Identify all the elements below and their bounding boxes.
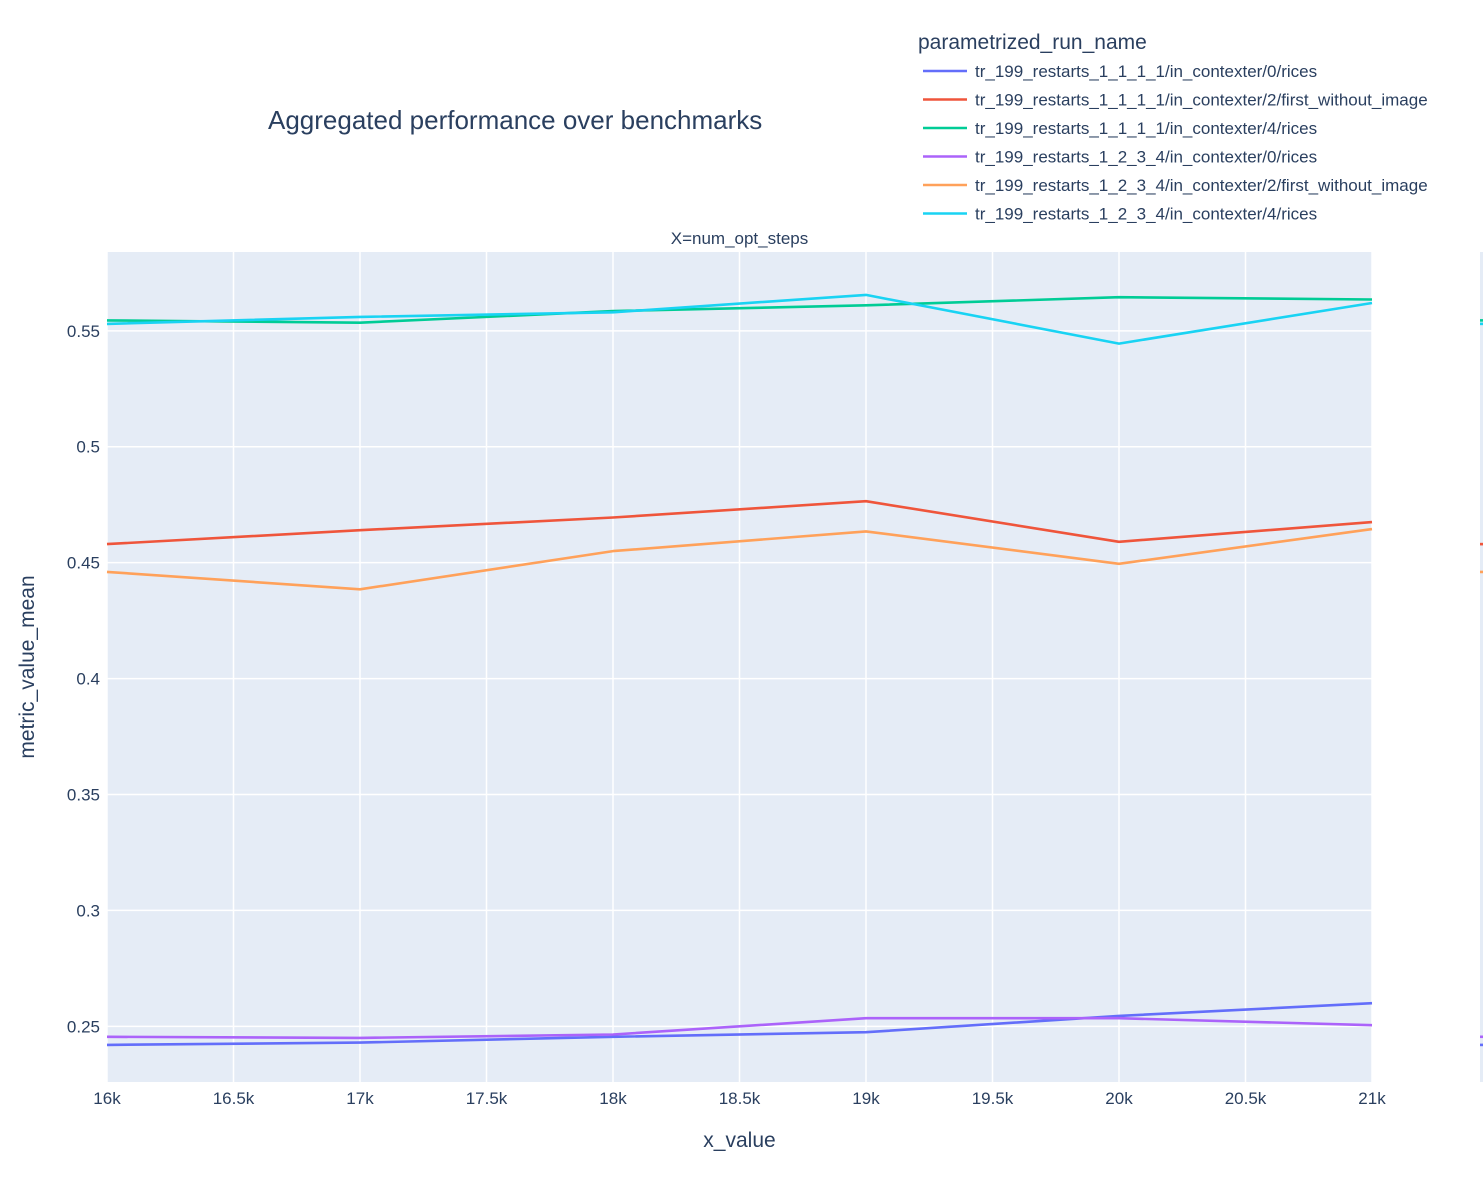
series-line-1 xyxy=(106,1001,1373,1047)
x-gridlines xyxy=(106,252,1373,1082)
x-tick-label: 19k xyxy=(852,1089,880,1108)
y-tick-label: 0.3 xyxy=(76,901,100,920)
y-tick-label: 0.35 xyxy=(67,786,100,805)
second-subplot-background-edge xyxy=(1480,252,1483,1082)
legend-label: tr_199_restarts_1_1_1_1/in_contexter/2/f… xyxy=(975,91,1428,110)
legend-label: tr_199_restarts_1_2_3_4/in_contexter/0/r… xyxy=(975,148,1317,167)
y-tick-label: 0.5 xyxy=(76,438,100,457)
y-tick-label: 0.25 xyxy=(67,1017,100,1036)
legend-label: tr_199_restarts_1_2_3_4/in_contexter/4/r… xyxy=(975,205,1317,224)
y-tick-label: 0.4 xyxy=(76,670,100,689)
x-tick-label: 18.5k xyxy=(719,1089,761,1108)
series-line-2 xyxy=(106,499,1373,546)
x-tick-label: 16k xyxy=(93,1089,121,1108)
x-tick-label: 18k xyxy=(599,1089,627,1108)
x-tick-label: 21k xyxy=(1358,1089,1386,1108)
legend-label: tr_199_restarts_1_1_1_1/in_contexter/4/r… xyxy=(975,119,1317,138)
series-line-4 xyxy=(106,1016,1373,1040)
x-tick-label: 17k xyxy=(346,1089,374,1108)
x-tick-labels: 16k 16.5k 17k 17.5k 18k 18.5k 19k 19.5k 20k 20.5k… xyxy=(93,1089,1386,1108)
series-line-5 xyxy=(106,527,1373,591)
legend-title: parametrized_run_name xyxy=(918,31,1147,54)
x-tick-label: 19.5k xyxy=(972,1089,1014,1108)
subplot-title: X=num_opt_steps xyxy=(671,229,809,248)
y-tick-label: 0.45 xyxy=(67,554,100,573)
x-tick-label: 16.5k xyxy=(213,1089,255,1108)
series-line-3 xyxy=(106,295,1373,325)
x-tick-label: 20k xyxy=(1105,1089,1133,1108)
x-tick-label: 17.5k xyxy=(466,1089,508,1108)
legend-label: tr_199_restarts_1_2_3_4/in_contexter/2/f… xyxy=(975,176,1428,195)
chart-title: Aggregated performance over benchmarks xyxy=(268,105,762,135)
legend-label: tr_199_restarts_1_1_1_1/in_contexter/0/r… xyxy=(975,62,1317,81)
legend: tr_199_restarts_1_1_1_1/in_contexter/0/r… xyxy=(923,62,1428,224)
y-tick-label: 0.55 xyxy=(67,322,100,341)
series-lines xyxy=(106,293,1373,1047)
y-tick-labels: 0.25 0.3 0.35 0.4 0.45 0.5 0.55 xyxy=(67,322,100,1037)
series-line-6 xyxy=(106,293,1373,345)
y-axis-title: metric_value_mean xyxy=(16,575,39,758)
x-tick-label: 20.5k xyxy=(1225,1089,1267,1108)
x-axis-title: x_value xyxy=(703,1129,775,1152)
